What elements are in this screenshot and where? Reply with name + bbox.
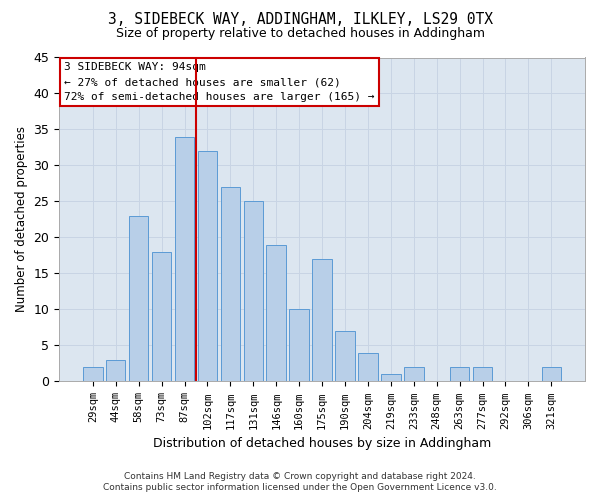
Bar (106, 360, 125, 382)
Bar (542, 367, 561, 382)
Bar (450, 367, 469, 382)
Bar (313, 259, 332, 382)
Bar (221, 187, 240, 382)
Bar (175, 136, 194, 382)
Text: Contains HM Land Registry data © Crown copyright and database right 2024.
Contai: Contains HM Land Registry data © Crown c… (103, 472, 497, 492)
Bar (83, 367, 103, 382)
Bar (381, 374, 401, 382)
Text: 3, SIDEBECK WAY, ADDINGHAM, ILKLEY, LS29 0TX: 3, SIDEBECK WAY, ADDINGHAM, ILKLEY, LS29… (107, 12, 493, 28)
Bar (404, 367, 424, 382)
Y-axis label: Number of detached properties: Number of detached properties (15, 126, 28, 312)
Text: 3 SIDEBECK WAY: 94sqm
← 27% of detached houses are smaller (62)
72% of semi-deta: 3 SIDEBECK WAY: 94sqm ← 27% of detached … (64, 62, 375, 102)
Bar (197, 151, 217, 382)
Bar (129, 216, 148, 382)
Bar (289, 310, 309, 382)
Bar (266, 244, 286, 382)
Text: Size of property relative to detached houses in Addingham: Size of property relative to detached ho… (115, 28, 485, 40)
Bar (244, 202, 263, 382)
Bar (152, 252, 172, 382)
X-axis label: Distribution of detached houses by size in Addingham: Distribution of detached houses by size … (153, 437, 491, 450)
Bar (335, 331, 355, 382)
Bar (473, 367, 493, 382)
Bar (358, 352, 377, 382)
